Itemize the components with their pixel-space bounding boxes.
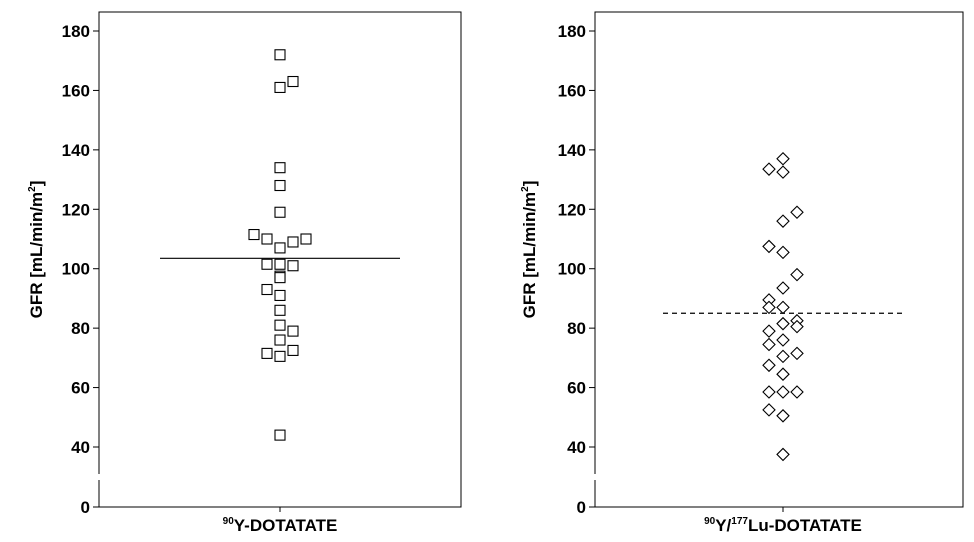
y-axis-title-end: ] (520, 181, 539, 187)
data-point (776, 300, 790, 315)
data-point (790, 385, 804, 399)
data-point (776, 281, 790, 295)
y-tick-label: 120 (62, 200, 90, 219)
y-tick-label: 120 (558, 200, 586, 219)
data-point (776, 245, 790, 260)
y-axis-title-text: GFR [mL/min/m (27, 192, 46, 319)
y-axis-title-end: ] (27, 181, 46, 187)
data-point (300, 233, 312, 245)
data-point (287, 325, 299, 337)
data-point (790, 346, 804, 361)
y-tick-label: 40 (71, 438, 90, 457)
data-point (274, 272, 286, 284)
data-point (762, 239, 776, 254)
y-axis-title-sup: 2 (27, 186, 38, 192)
y-tick-label: 140 (62, 141, 90, 160)
category-label-sup: 90 (704, 516, 716, 527)
data-point (248, 228, 260, 241)
data-point (762, 403, 776, 417)
axis-break-gap (96, 474, 102, 480)
data-point (274, 179, 286, 192)
y-tick-label: 60 (567, 379, 586, 398)
y-axis-title: GFR [mL/min/m2] (27, 181, 46, 319)
x-category-label: 90Y/177Lu-DOTATATE (704, 516, 862, 535)
y-tick-label: 80 (567, 319, 586, 338)
data-point (287, 236, 299, 248)
data-point (287, 344, 299, 356)
data-point (776, 165, 790, 179)
data-point (776, 349, 790, 364)
category-label-text: Lu-DOTATATE (748, 516, 862, 535)
data-point (762, 358, 776, 373)
data-point (261, 233, 273, 245)
category-label-text: Y-DOTATATE (234, 516, 338, 535)
data-point (762, 300, 776, 315)
data-point (762, 337, 776, 352)
y-axis-title-text: GFR [mL/min/m (520, 192, 539, 319)
y-tick-label: 160 (558, 81, 586, 100)
y-tick-label: 100 (558, 260, 586, 279)
data-point (287, 75, 299, 88)
data-point (274, 304, 286, 316)
plot-frame (594, 11, 964, 508)
data-point (274, 258, 286, 270)
data-point (274, 289, 286, 302)
data-point (790, 267, 804, 282)
data-point (762, 324, 776, 338)
y-tick-label: 100 (62, 260, 90, 279)
data-point (776, 214, 790, 228)
data-point (261, 258, 273, 270)
data-point (776, 333, 790, 347)
data-point (776, 409, 790, 423)
data-point (287, 260, 299, 272)
data-point (274, 81, 286, 94)
data-point (776, 367, 790, 381)
data-point (274, 206, 286, 218)
data-point (274, 429, 286, 441)
data-point (274, 242, 286, 254)
y-axis-title: GFR [mL/min/m2] (520, 181, 539, 319)
data-point (790, 319, 804, 334)
chart-panel-1: 0 40 60 80 100 120 140 160 180 GFR [mL/min/m2] 90Y… (27, 11, 462, 535)
data-point (762, 385, 776, 399)
data-point (776, 385, 790, 399)
data-point (274, 162, 286, 174)
data-point (274, 334, 286, 346)
y-axis-title-sup: 2 (520, 186, 531, 192)
chart-panel-2: 0 40 60 80 100 120 140 160 180 GFR [mL/min/m2] 90Y… (520, 11, 964, 535)
axis-break-gap (592, 474, 598, 480)
data-point (274, 49, 286, 61)
data-point (776, 447, 790, 462)
data-point (274, 350, 286, 362)
y-tick-label: 40 (567, 438, 586, 457)
y-tick-label: 160 (62, 81, 90, 100)
x-category-label: 90Y-DOTATATE (223, 516, 338, 535)
data-point (790, 205, 804, 220)
y-tick-label: 180 (62, 22, 90, 41)
data-point (776, 316, 790, 331)
y-tick-label: 0 (81, 498, 90, 517)
y-tick-label: 0 (577, 498, 586, 517)
data-point (261, 283, 273, 296)
category-label-sup: 90 (223, 516, 235, 527)
category-label-text: Y/ (715, 516, 731, 535)
data-point (274, 319, 286, 331)
data-point (261, 347, 273, 359)
y-tick-label: 180 (558, 22, 586, 41)
data-point (762, 162, 776, 176)
y-tick-label: 60 (71, 379, 90, 398)
y-tick-label: 80 (71, 319, 90, 338)
data-point (776, 151, 790, 166)
category-label-sup: 177 (731, 516, 748, 527)
y-tick-label: 140 (558, 141, 586, 160)
